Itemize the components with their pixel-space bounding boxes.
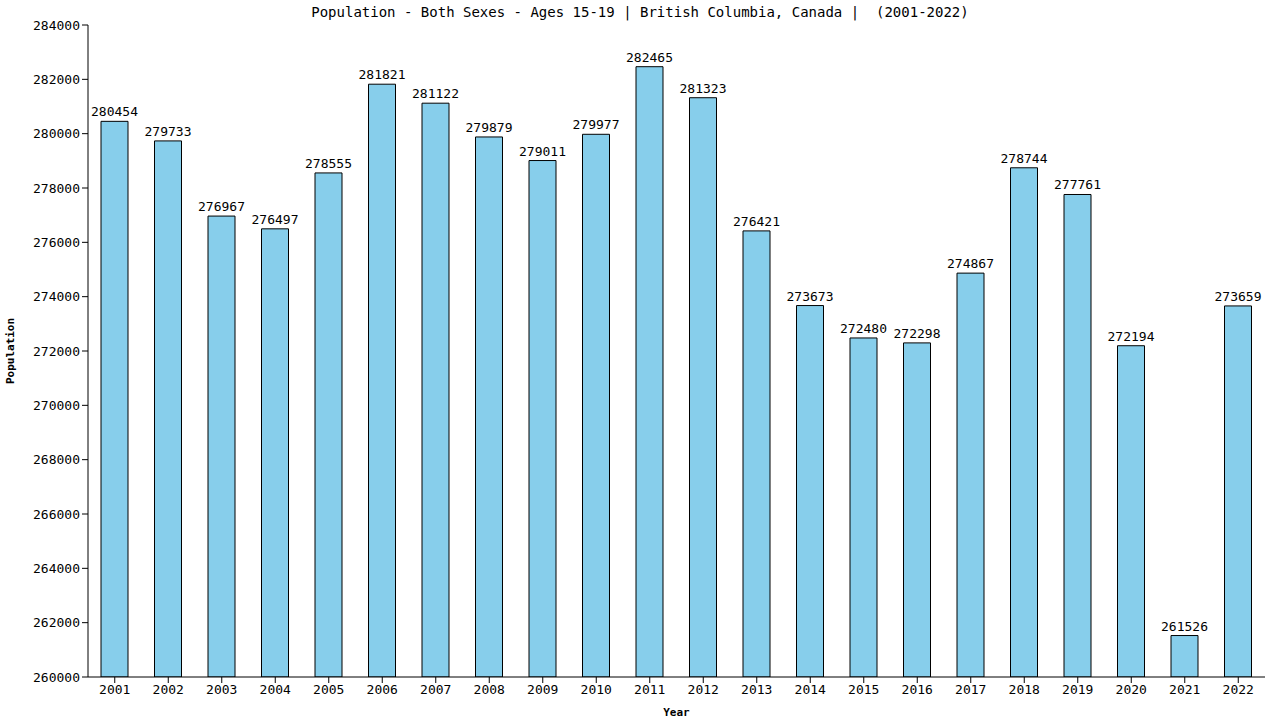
svg-text:Population: Population [8,318,17,384]
svg-text:279879: 279879 [466,120,513,135]
svg-text:266000: 266000 [33,507,80,522]
svg-text:2001: 2001 [99,682,130,697]
svg-text:276967: 276967 [198,199,245,214]
svg-text:2015: 2015 [848,682,879,697]
svg-text:272000: 272000 [33,344,80,359]
svg-text:2013: 2013 [741,682,772,697]
svg-text:281821: 281821 [359,67,406,82]
svg-text:278744: 278744 [1001,151,1048,166]
svg-text:2010: 2010 [581,682,612,697]
svg-text:270000: 270000 [33,398,80,413]
svg-text:272298: 272298 [894,326,941,341]
svg-text:2019: 2019 [1062,682,1093,697]
svg-text:281122: 281122 [412,86,459,101]
svg-text:276497: 276497 [252,212,299,227]
svg-text:2009: 2009 [527,682,558,697]
svg-text:2007: 2007 [420,682,451,697]
svg-text:279733: 279733 [145,124,192,139]
svg-text:272480: 272480 [840,321,887,336]
svg-text:2017: 2017 [955,682,986,697]
svg-text:281323: 281323 [680,81,727,96]
svg-text:261526: 261526 [1161,619,1208,634]
svg-text:2018: 2018 [1009,682,1040,697]
svg-text:279011: 279011 [519,144,566,159]
html-text:Population - Both Sexes - Ages: Population - Both Sexes - Ages 15-19 | B… [311,4,969,20]
svg-text:272194: 272194 [1108,329,1155,344]
svg-text:274000: 274000 [33,289,80,304]
svg-text:280000: 280000 [33,126,80,141]
svg-text:2016: 2016 [902,682,933,697]
svg-text:276000: 276000 [33,235,80,250]
svg-text:Year: Year [663,706,690,719]
svg-text:276421: 276421 [733,214,780,229]
svg-text:2012: 2012 [688,682,719,697]
svg-text:260000: 260000 [33,670,80,685]
svg-text:262000: 262000 [33,615,80,630]
svg-text:268000: 268000 [33,452,80,467]
svg-text:278000: 278000 [33,181,80,196]
svg-text:2003: 2003 [206,682,237,697]
svg-text:273659: 273659 [1215,289,1262,304]
svg-text:2020: 2020 [1116,682,1147,697]
svg-text:2021: 2021 [1169,682,1200,697]
svg-text:2005: 2005 [313,682,344,697]
svg-text:2002: 2002 [153,682,184,697]
svg-text:2004: 2004 [260,682,291,697]
svg-text:2014: 2014 [795,682,826,697]
svg-text:2022: 2022 [1223,682,1254,697]
svg-text:278555: 278555 [305,156,352,171]
svg-text:2006: 2006 [367,682,398,697]
svg-text:284000: 284000 [33,18,80,33]
svg-text:282465: 282465 [626,50,673,65]
svg-text:274867: 274867 [947,256,994,271]
svg-text:2008: 2008 [474,682,505,697]
svg-text:277761: 277761 [1054,177,1101,192]
svg-text:2011: 2011 [634,682,665,697]
svg-text:264000: 264000 [33,561,80,576]
svg-text:273673: 273673 [787,289,834,304]
svg-text:282000: 282000 [33,72,80,87]
svg-text:280454: 280454 [91,104,138,119]
svg-text:279977: 279977 [573,117,620,132]
